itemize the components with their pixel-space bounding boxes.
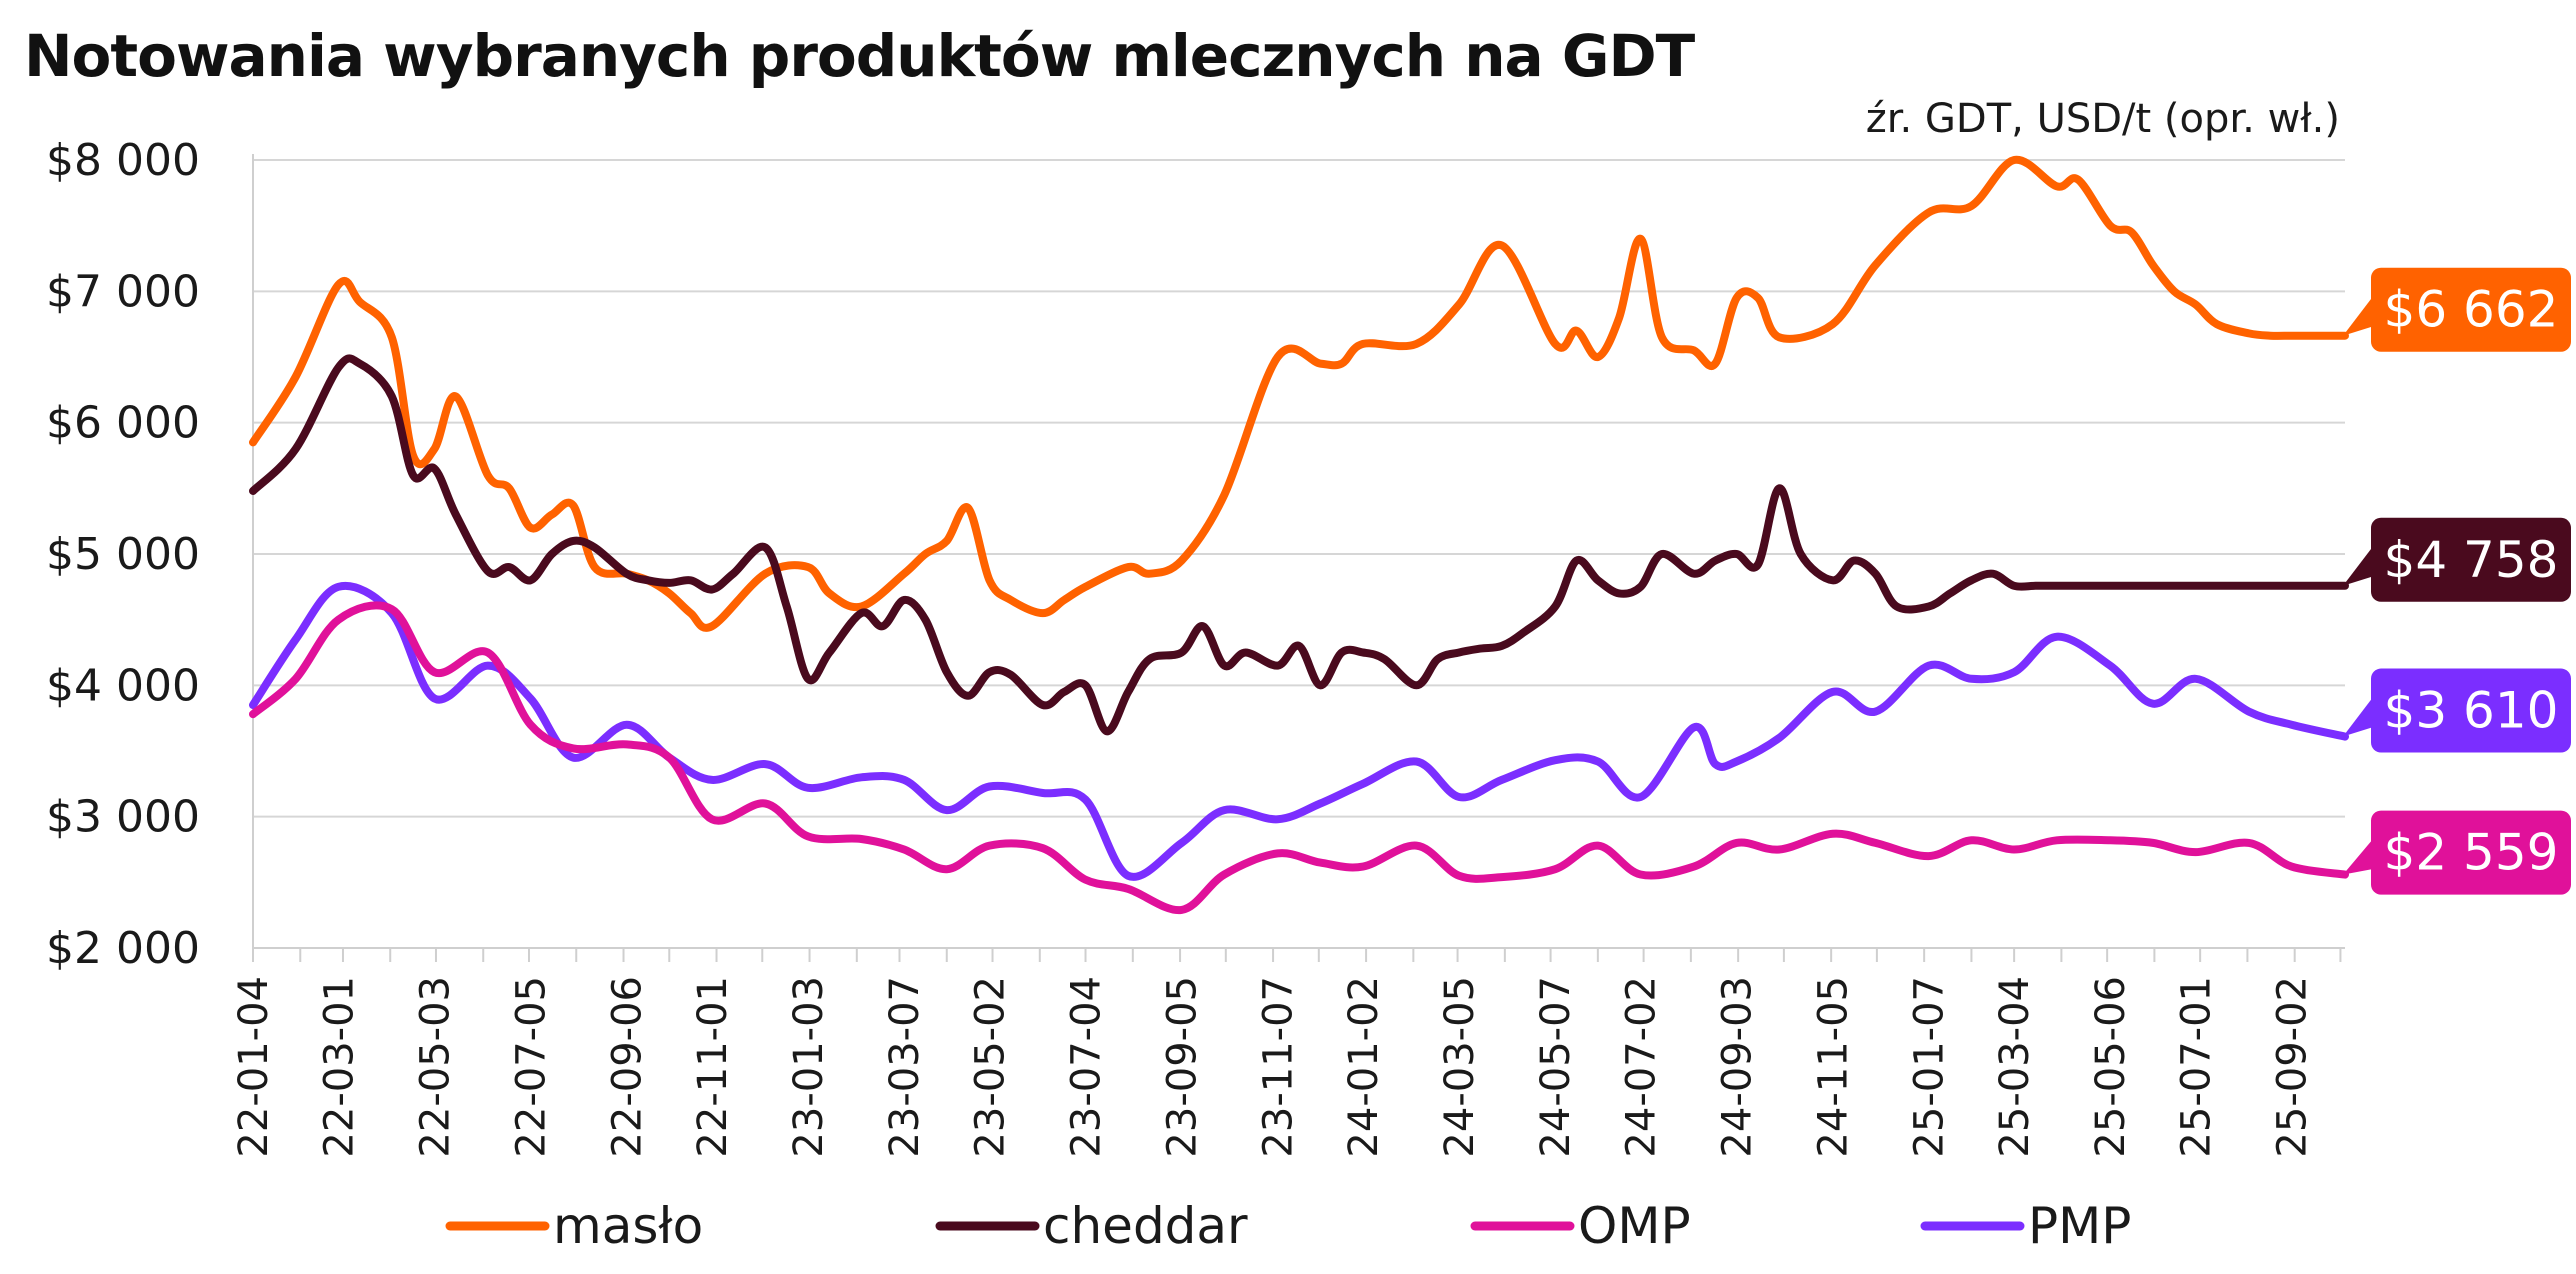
x-tick-label: 24-11-05 (1811, 976, 1857, 1158)
x-tick-label: 25-03-04 (1992, 976, 2038, 1158)
x-tick-label: 22-05-03 (412, 976, 458, 1158)
x-tick-label: 23-03-07 (882, 976, 928, 1158)
x-tick-label: 25-05-06 (2088, 976, 2134, 1158)
y-tick-label: $3 000 (46, 792, 200, 843)
y-tick-label: $2 000 (46, 923, 200, 974)
x-tick-label: 24-03-05 (1437, 976, 1483, 1158)
series-line-maso (249, 155, 2349, 632)
end-label-value: $3 610 (2384, 682, 2559, 740)
x-tick-label: 25-01-07 (1907, 976, 1953, 1158)
x-tick-label: 23-11-07 (1256, 976, 1302, 1158)
end-label-value: $2 559 (2384, 824, 2559, 882)
end-label-pointer (2343, 694, 2375, 737)
axes: $2 000 $3 000 $4 000 $5 000 $6 000 $7 000 $8 0… (46, 135, 2345, 1158)
x-tick-label: 22-07-05 (509, 976, 555, 1158)
source-note: źr. GDT, USD/t (opr. wł.) (1866, 96, 2340, 142)
x-tick-label: 22-03-01 (316, 976, 362, 1158)
end-label-pointer (2343, 543, 2375, 586)
end-label-pointer (2343, 836, 2375, 875)
x-tick-label: 23-05-02 (967, 976, 1013, 1158)
end-label-pointer (2343, 293, 2375, 336)
end-label-pmp: $3 610 (2343, 668, 2571, 753)
x-tick-label: 24-05-07 (1533, 976, 1579, 1158)
series-line-omp (249, 601, 2349, 914)
y-tick-label: $4 000 (46, 660, 200, 711)
chart-title: Notowania wybranych produktów mlecznych … (24, 22, 1695, 90)
end-label-cheddar: $4 758 (2343, 517, 2571, 602)
x-tick-label: 22-01-04 (231, 976, 277, 1158)
x-tick-label: 22-11-01 (690, 976, 736, 1158)
x-tick-label: 24-07-02 (1619, 976, 1665, 1158)
y-tick-label: $6 000 (46, 398, 200, 449)
x-tick-label: 22-09-06 (605, 976, 651, 1158)
legend-label: PMP (2028, 1197, 2131, 1255)
legend: masło cheddar OMP PMP (445, 1197, 2131, 1255)
end-label-box (2371, 810, 2571, 895)
end-label-value: $6 662 (2384, 281, 2559, 339)
legend-item-pmp: PMP (1920, 1197, 2131, 1255)
end-label-box (2371, 267, 2571, 352)
x-tick-label: 23-09-05 (1160, 976, 1206, 1158)
x-tick-label: 23-01-03 (786, 976, 832, 1158)
legend-label: cheddar (1043, 1197, 1248, 1255)
legend-label: OMP (1578, 1197, 1691, 1255)
x-tick-label: 23-07-04 (1064, 976, 1110, 1158)
y-tick-label: $5 000 (46, 529, 200, 580)
legend-item-maso: masło (445, 1197, 703, 1255)
y-tick-label: $7 000 (46, 266, 200, 317)
x-tick-label: 24-01-02 (1341, 976, 1387, 1158)
end-label-box (2371, 668, 2571, 753)
legend-label: masło (553, 1197, 703, 1255)
y-tick-label: $8 000 (46, 135, 200, 186)
series-line-pmp (249, 581, 2349, 881)
end-label-omp: $2 559 (2343, 810, 2571, 895)
x-tick-label: 24-09-03 (1715, 976, 1761, 1158)
end-label-maso: $6 662 (2343, 267, 2571, 352)
end-label-box (2371, 517, 2571, 602)
gridlines (253, 159, 2345, 818)
series-lines (249, 155, 2349, 914)
end-label-value: $4 758 (2384, 531, 2559, 589)
x-tick-label: 25-07-01 (2174, 976, 2220, 1158)
x-tick-label: 25-09-02 (2270, 976, 2316, 1158)
series-line-cheddar (249, 354, 2349, 736)
end-labels: $6 662 $4 758 $2 559 $3 610 (2343, 267, 2571, 895)
legend-item-omp: OMP (1470, 1197, 1691, 1255)
legend-item-cheddar: cheddar (935, 1197, 1248, 1255)
